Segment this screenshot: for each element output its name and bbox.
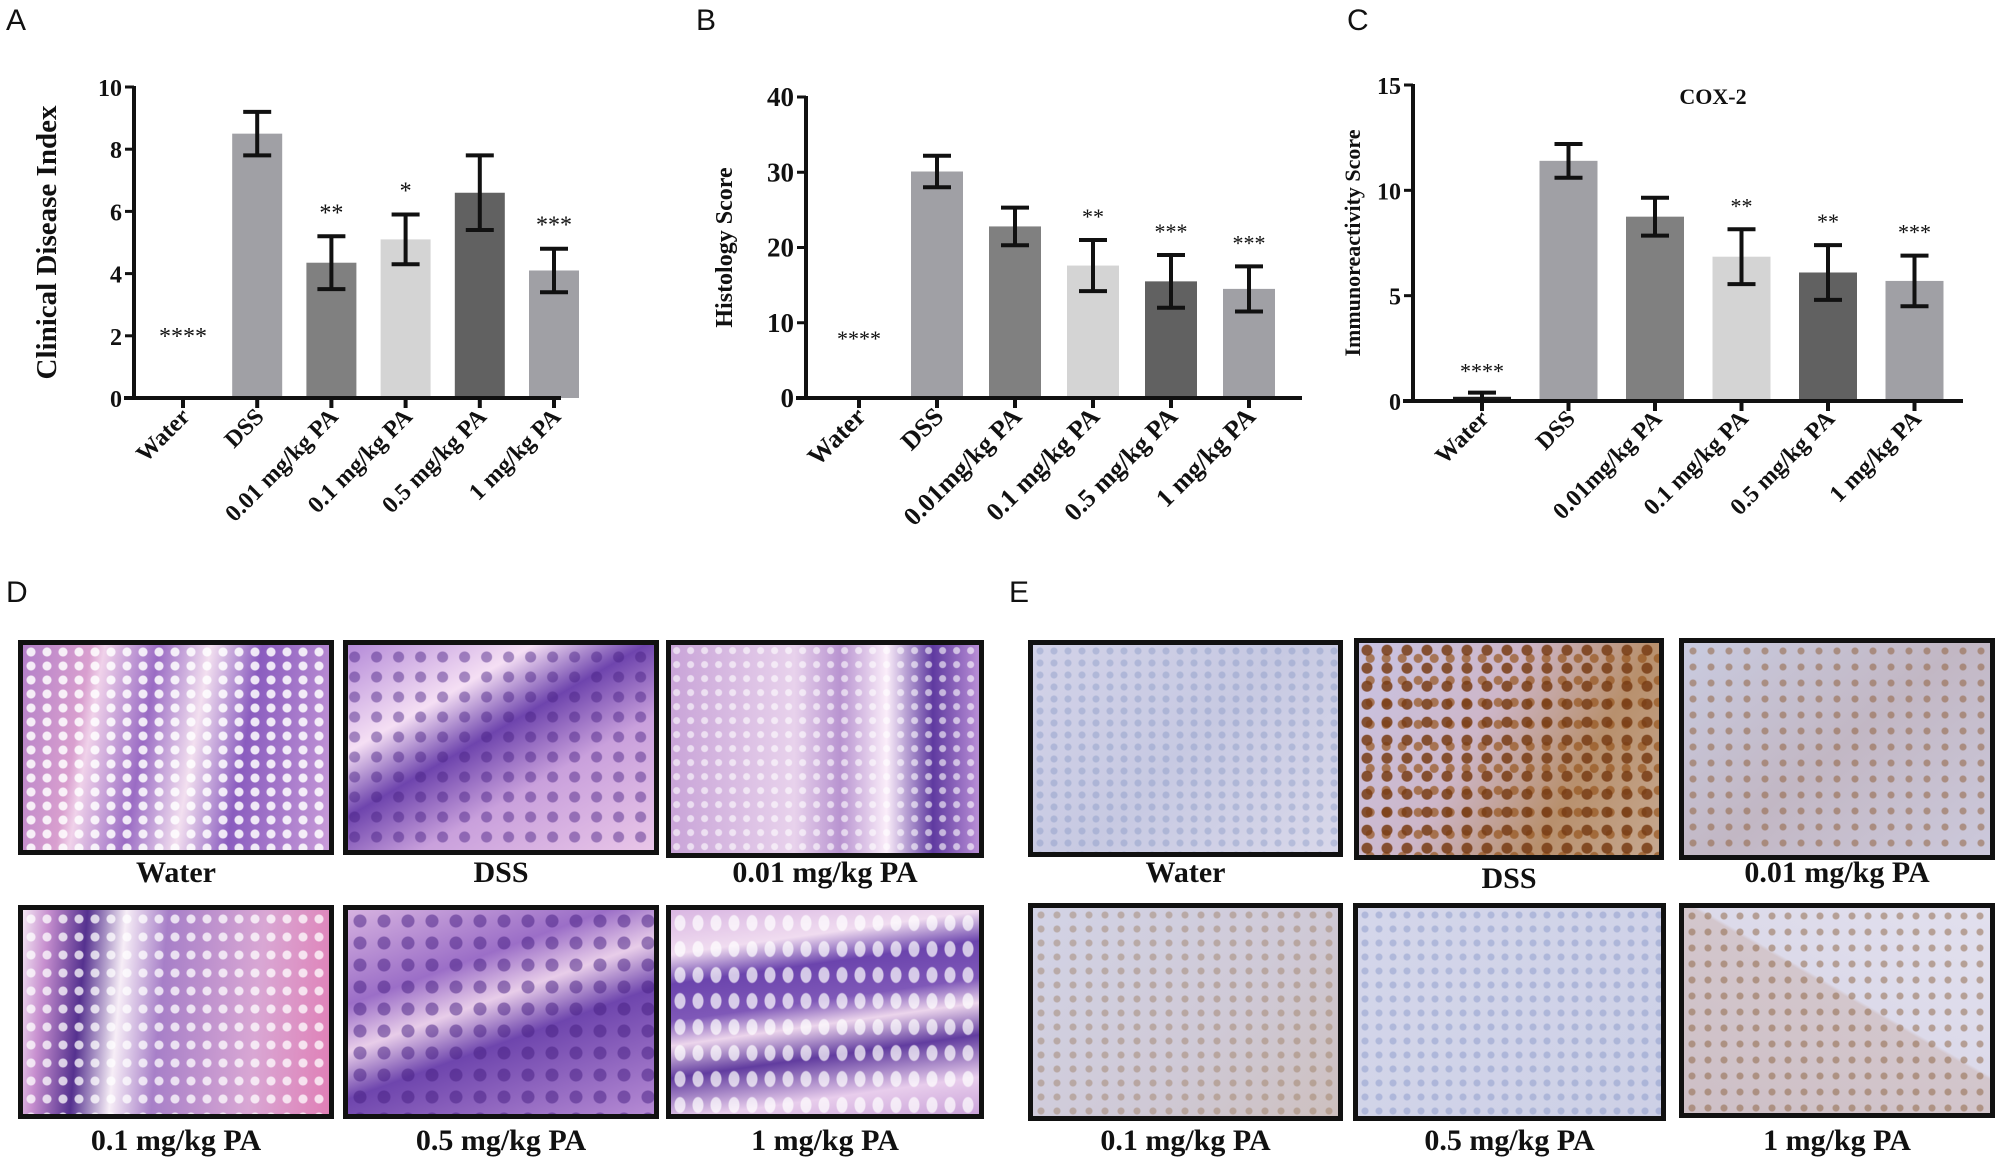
micrograph-label: 0.01 mg/kg PA	[1744, 856, 1930, 889]
significance-marker: **	[319, 200, 343, 226]
significance-marker: ***	[1233, 230, 1266, 255]
error-bar	[1900, 253, 1929, 309]
x-tick-label: Water	[802, 402, 872, 472]
panel-letter-d: D	[6, 576, 28, 609]
y-axis-label: Clinical Disease Index	[31, 105, 63, 379]
micrograph-label: 0.1 mg/kg PA	[1100, 1124, 1271, 1157]
micrograph-label: 1 mg/kg PA	[751, 1124, 899, 1157]
error-bar	[1079, 237, 1107, 294]
y-tick-label: 10	[1377, 179, 1401, 205]
chart-title: COX-2	[1679, 84, 1746, 109]
y-tick-label: 0	[781, 383, 795, 413]
micrograph-e-0-01	[1679, 638, 1995, 860]
y-tick-label: 5	[1389, 285, 1401, 311]
significance-marker: ****	[1460, 359, 1504, 384]
x-tick-label: 1 mg/kg PA	[1825, 405, 1927, 507]
panel-letter-c: C	[1347, 4, 1369, 37]
x-tick-label: DSS	[220, 404, 270, 454]
micrograph-d-0-1	[18, 905, 334, 1119]
micrograph-d-water	[18, 640, 334, 855]
x-tick-label: Water	[1431, 406, 1495, 470]
y-tick-label: 20	[767, 233, 794, 263]
significance-marker: ****	[837, 326, 881, 351]
error-bar	[1157, 253, 1185, 310]
micrograph-e-dss	[1354, 638, 1664, 860]
bar	[911, 171, 963, 398]
y-tick-label: 2	[110, 325, 122, 351]
bar-charts: ****Water DSS**0.01 mg/kg PA*0.1 mg/kg PA…	[31, 74, 1963, 531]
error-bar	[465, 153, 494, 233]
y-tick-label: 0	[1389, 390, 1401, 416]
y-tick-label: 0	[110, 387, 122, 413]
significance-marker: ***	[1155, 219, 1188, 244]
micrograph-d-0-5	[343, 905, 659, 1119]
y-tick-label: 8	[110, 138, 122, 164]
panel-letter-a: A	[6, 4, 27, 37]
significance-marker: **	[1731, 193, 1753, 218]
significance-marker: ***	[536, 213, 572, 239]
significance-marker: *	[400, 179, 412, 205]
bar	[232, 133, 283, 398]
micrograph-label: Water	[1145, 856, 1226, 889]
error-bar	[1235, 264, 1263, 314]
micrograph-label: 1 mg/kg PA	[1763, 1124, 1911, 1157]
significance-marker: ***	[1898, 220, 1931, 245]
micrograph-label: 0.1 mg/kg PA	[90, 1124, 262, 1157]
panel-letter-b: B	[696, 4, 717, 37]
significance-marker: **	[1082, 204, 1104, 229]
y-tick-label: 6	[110, 200, 122, 226]
bar	[989, 226, 1041, 398]
error-bar	[1641, 195, 1669, 238]
significance-marker: **	[1817, 209, 1839, 234]
error-bar	[1814, 243, 1842, 302]
error-bar	[1554, 141, 1583, 180]
micrograph-e-1	[1679, 903, 1995, 1118]
error-bar	[1727, 227, 1756, 287]
y-tick-label: 10	[767, 308, 794, 338]
micrograph-label: DSS	[473, 856, 529, 889]
y-tick-label: 10	[98, 76, 122, 102]
micrograph-label: 0.5 mg/kg PA	[415, 1124, 587, 1157]
y-tick-label: 15	[1377, 74, 1401, 100]
bar	[1626, 216, 1684, 401]
x-tick-label: DSS	[895, 402, 949, 456]
y-axis-label: Immunoreactivity Score	[1340, 129, 1365, 356]
significance-marker: ****	[159, 324, 207, 350]
error-bar	[923, 153, 951, 190]
micrograph-label: Water	[136, 856, 216, 889]
y-axis-label: Histology Score	[712, 167, 738, 328]
panel-letter-e: E	[1009, 576, 1030, 609]
error-bar	[540, 246, 568, 295]
micrograph-d-0-01	[666, 640, 984, 858]
micrograph-d-1	[666, 905, 984, 1119]
micrograph-label: 0.5 mg/kg PA	[1424, 1124, 1595, 1157]
error-bar	[243, 109, 272, 158]
micrograph-e-water	[1028, 640, 1343, 857]
y-tick-label: 40	[767, 82, 794, 112]
chart-clinical-disease-index: ****Water DSS**0.01 mg/kg PA*0.1 mg/kg PA…	[31, 76, 579, 527]
error-bar	[317, 234, 346, 292]
bar	[1539, 160, 1598, 401]
micrograph-e-0-5	[1353, 903, 1666, 1121]
error-bar	[1001, 205, 1029, 248]
y-tick-label: 4	[110, 263, 122, 289]
micrograph-e-0-1	[1028, 903, 1343, 1121]
micrograph-label: 0.01 mg/kg PA	[732, 856, 918, 889]
error-bar	[391, 212, 420, 267]
x-tick-label: Water	[132, 404, 196, 468]
micrograph-d-dss	[343, 640, 659, 855]
x-tick-label: DSS	[1531, 406, 1581, 456]
micrograph-label: DSS	[1481, 862, 1537, 895]
y-tick-label: 30	[767, 157, 794, 187]
